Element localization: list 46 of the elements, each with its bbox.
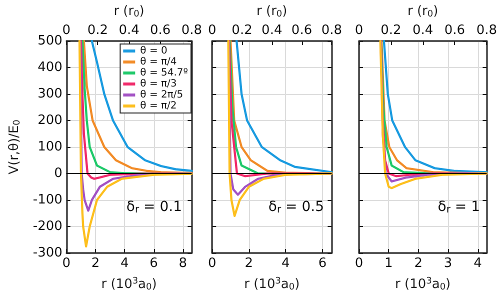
annotation: δr = 0.1 bbox=[126, 199, 182, 216]
x2-tick-label: 0 bbox=[208, 23, 216, 38]
legend-label: θ = 2π/5 bbox=[140, 90, 184, 100]
x2-tick-label: 0.2 bbox=[232, 23, 252, 38]
x-tick-label: 8 bbox=[178, 256, 188, 271]
y-axis-title: V(r,θ)/E0 bbox=[7, 119, 22, 174]
x2-tick-label: 0.2 bbox=[380, 23, 402, 38]
x-tick-label: 2 bbox=[91, 256, 100, 271]
x2-tick-label: 0.4 bbox=[262, 23, 282, 38]
x-tick-label: 4 bbox=[120, 256, 129, 271]
annotation: δr = 1 bbox=[438, 199, 480, 216]
x-tick-label: 0 bbox=[354, 256, 364, 271]
y-tick-label: 400 bbox=[38, 60, 62, 75]
x-tick-label: 2 bbox=[414, 256, 423, 271]
x2-tick-label: 0.4 bbox=[412, 23, 434, 38]
x-tick-label: 6 bbox=[150, 256, 158, 271]
x2-tick-label: 0.8 bbox=[181, 23, 202, 38]
y-tick-label: -100 bbox=[32, 192, 62, 208]
x2-tick-label: 0.6 bbox=[291, 23, 312, 38]
legend-label: θ = 0 bbox=[140, 46, 168, 56]
x-tick-label: 2 bbox=[244, 256, 254, 271]
x-tick-label: 6 bbox=[318, 256, 327, 271]
y-tick-label: 500 bbox=[38, 34, 62, 48]
x2-tick-label: 0.6 bbox=[150, 23, 171, 38]
x2-tick-label: 0.2 bbox=[87, 23, 108, 38]
y-tick-label: -300 bbox=[32, 246, 62, 260]
x2-tick-label: 0 bbox=[354, 23, 364, 38]
x2-tick-label: 0.8 bbox=[321, 23, 342, 38]
legend-label: θ = π/2 bbox=[140, 100, 177, 112]
x-tick-label: 1 bbox=[384, 256, 393, 271]
y-tick-label: 300 bbox=[38, 86, 62, 102]
x2-tick-label: 0.4 bbox=[118, 23, 140, 38]
x-tick-label: 0 bbox=[208, 256, 216, 271]
legend-label: θ = 54.7º bbox=[140, 68, 188, 78]
x-tick-label: 4 bbox=[474, 256, 482, 271]
legend-label: θ = π/4 bbox=[140, 56, 177, 68]
y-tick-label: 0 bbox=[54, 166, 62, 181]
y-tick-label: 200 bbox=[38, 113, 62, 128]
x2-tick-label: 0.6 bbox=[444, 23, 466, 38]
x2-tick-label: 0.8 bbox=[476, 23, 498, 38]
annotation: δr = 0.5 bbox=[268, 199, 324, 216]
legend-label: θ = π/3 bbox=[140, 78, 177, 90]
x-tick-label: 3 bbox=[444, 256, 452, 271]
x-tick-label: 4 bbox=[282, 256, 290, 271]
y-tick-label: -200 bbox=[32, 219, 62, 234]
y-tick-label: 100 bbox=[38, 140, 62, 154]
